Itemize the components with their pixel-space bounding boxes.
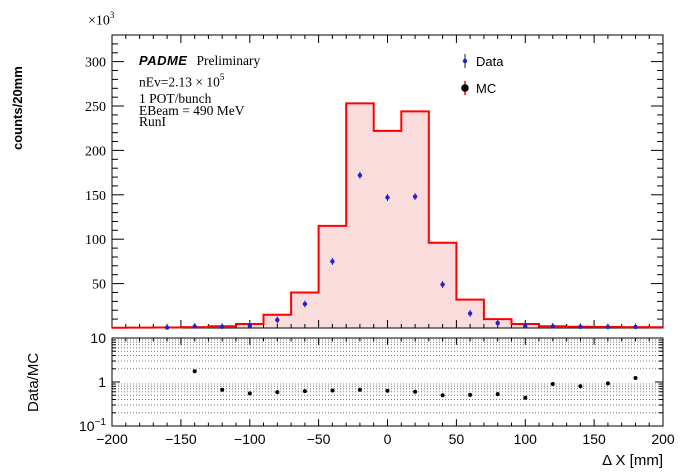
x-tick-label: −50 [307, 431, 331, 447]
y-tick-label: 50 [92, 278, 106, 293]
data-point [330, 259, 335, 264]
x-tick-label: 200 [651, 431, 675, 447]
preliminary-label: Preliminary [196, 53, 261, 68]
ratio-point [357, 387, 362, 392]
data-point [440, 282, 445, 287]
ratio-point [302, 389, 307, 394]
x-tick-label: 50 [449, 431, 465, 447]
data-point [633, 324, 638, 330]
data-point [495, 320, 500, 326]
ratio-point [247, 391, 252, 396]
y-tick-label: 150 [85, 189, 106, 204]
run-info-annotation: 1 POT/bunch EBeam = 490 MeV RunI [139, 91, 245, 129]
data-point [192, 324, 197, 329]
data-point [467, 311, 473, 316]
data-point [164, 325, 170, 330]
data-point [247, 323, 252, 328]
legend-data-label: Data [476, 54, 504, 69]
nev-annotation: nEv=2.13 × 105 [139, 72, 225, 90]
legend-mc-marker [461, 84, 469, 92]
y-tick-label: 200 [85, 144, 106, 159]
y-tick-label: 250 [85, 100, 106, 115]
ratio-point [192, 369, 197, 374]
ratio-point [385, 388, 390, 393]
x-axis-title: Δ X [mm] [602, 452, 663, 469]
legend-mc-label: MC [476, 81, 497, 96]
ratio-y-tick-label: 1 [98, 374, 106, 390]
data-point [220, 324, 225, 329]
ratio-point [523, 395, 528, 400]
x-tick-label: −100 [234, 431, 266, 447]
mc-histogram-line [112, 102, 663, 329]
pot-line: 1 POT/bunch [139, 91, 212, 106]
x-tick-label: −200 [96, 431, 128, 447]
y-tick-label: 100 [85, 233, 106, 248]
x-tick-label: 100 [514, 431, 538, 447]
data-point [302, 301, 308, 307]
data-point [357, 173, 363, 178]
data-point [385, 195, 390, 200]
legend-data-marker [462, 58, 468, 64]
ebeam-line: EBeam = 490 MeV [139, 102, 245, 118]
ratio-point [468, 392, 473, 397]
ratio-point [605, 381, 610, 386]
run-line: RunI [139, 114, 166, 129]
ratio-point [440, 393, 445, 398]
ratio-point [275, 390, 280, 395]
y-axis-scale-label: ×103 [88, 10, 115, 29]
experiment-name: PADME [139, 53, 188, 68]
data-point [412, 194, 418, 199]
ratio-point [633, 376, 638, 380]
ratio-point [578, 384, 583, 389]
y-tick-label: 300 [85, 56, 106, 71]
ratio-point [330, 388, 335, 393]
ratio-point [550, 382, 555, 386]
x-tick-label: 150 [582, 431, 606, 447]
y-axis-title-main: counts/20mm [10, 66, 25, 150]
y-axis-title-ratio: Data/MC [25, 352, 42, 412]
ratio-y-tick-label: 10 [90, 330, 106, 346]
ratio-point [413, 389, 418, 394]
data-point [605, 324, 611, 330]
ratio-point [220, 387, 225, 392]
mc-histogram-fill [112, 103, 663, 329]
data-point [523, 324, 528, 329]
data-point [550, 324, 555, 329]
x-tick-label: −150 [165, 431, 197, 447]
data-point [578, 324, 583, 329]
experiment-annotation: PADME Preliminary [139, 52, 260, 70]
ratio-point [495, 392, 500, 397]
x-tick-label: 0 [384, 431, 392, 447]
data-point [275, 317, 280, 323]
